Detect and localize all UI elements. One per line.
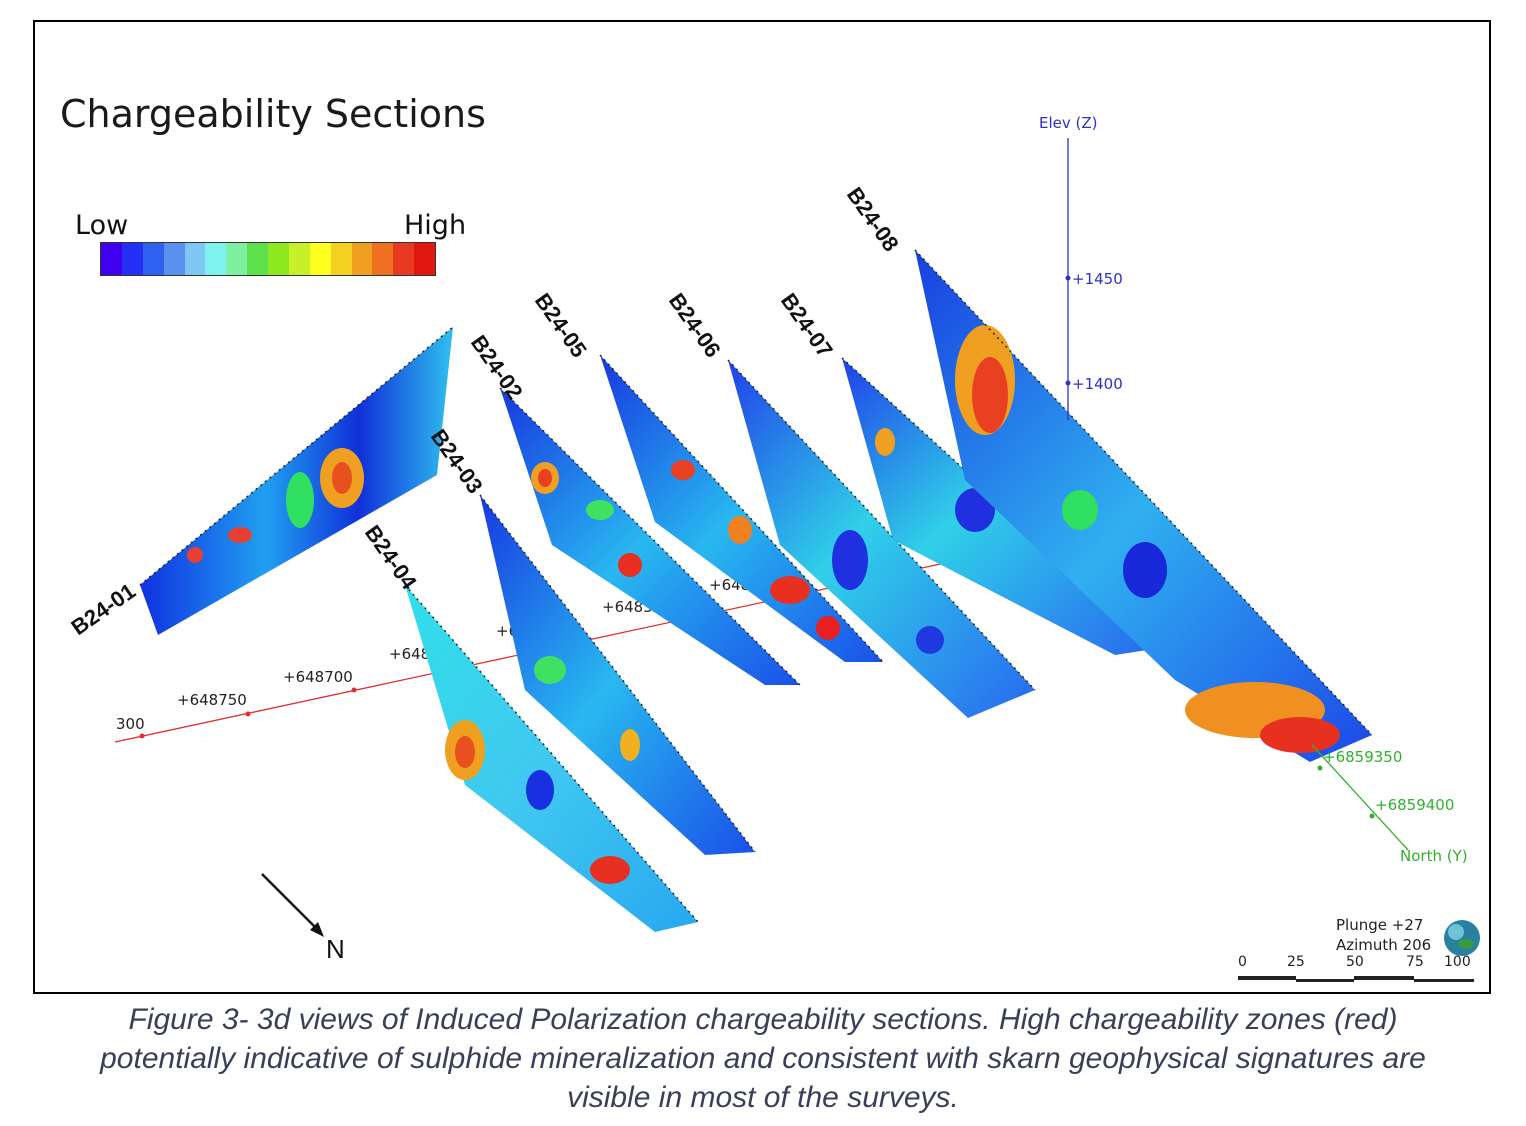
high-anomaly [618, 553, 642, 577]
scale-bar-tick-label: 25 [1287, 954, 1305, 970]
north-arrow-head [310, 922, 324, 937]
section-b24-06-panel [728, 360, 1035, 718]
section-b24-08-panel [915, 250, 1372, 762]
legend-swatch [393, 243, 415, 275]
north-arrow-label: N [326, 934, 345, 964]
northing-axis-line [1311, 744, 1409, 851]
section-b24-03-panel [480, 495, 755, 855]
section-b24-06-label: B24-06 [664, 289, 726, 362]
north-arrow: N [261, 873, 345, 964]
elevation-axis-title: Elev (Z) [1039, 114, 1098, 132]
high-anomaly [590, 856, 630, 884]
scale-bar-tick-label: 75 [1406, 954, 1424, 970]
legend-swatch [309, 243, 331, 275]
low-anomaly [526, 770, 554, 810]
high-anomaly [816, 616, 840, 640]
scale-bar-segment [1238, 976, 1296, 980]
scale-bar-tick-label: 50 [1346, 954, 1364, 970]
high-anomaly [1260, 717, 1340, 753]
easting-tick-label: +648750 [177, 691, 247, 709]
legend-high-label: High [404, 210, 467, 241]
high-anomaly [875, 428, 895, 456]
northing-axis: +6859350 +6859400 North (Y) [1311, 744, 1468, 865]
legend-swatch [351, 243, 373, 275]
legend-swatch [330, 243, 352, 275]
north-arrow-shaft [261, 873, 319, 931]
easting-tick-label: 300 [116, 715, 145, 733]
mid-anomaly [534, 656, 566, 684]
legend-swatch [121, 243, 143, 275]
elevation-axis: Elev (Z) +1450 +1400 [1039, 114, 1123, 420]
northing-tick [1317, 765, 1323, 771]
section-b24-08-label: B24-08 [842, 183, 904, 256]
chargeability-color-legend [100, 242, 436, 276]
legend-swatch [101, 243, 122, 275]
figure-title: Chargeability Sections [60, 92, 486, 136]
elevation-tick [1065, 275, 1071, 281]
section-b24-01-surface [139, 326, 454, 586]
easting-tick [351, 687, 357, 693]
easting-tick [139, 733, 145, 739]
mid-anomaly [286, 472, 314, 528]
scale-bar-labels: 0 25 50 75 100 [1232, 954, 1482, 974]
legend-swatch [414, 243, 435, 275]
high-anomaly [228, 527, 252, 543]
legend-swatch [226, 243, 248, 275]
elevation-tick-label: +1450 [1072, 270, 1123, 288]
section-b24-04-panel [405, 585, 698, 932]
scale-bar [1238, 976, 1474, 982]
high-anomaly [538, 469, 552, 487]
scale-bar-tick-label: 100 [1444, 954, 1471, 970]
high-anomaly [770, 576, 810, 604]
high-anomaly [455, 736, 475, 768]
azimuth-readout: Azimuth 206 [1336, 936, 1432, 954]
easting-tick-label: +648 [389, 645, 430, 663]
scale-bar-segment [1414, 979, 1474, 982]
easting-tick [245, 711, 251, 717]
scale-bar-segment [1296, 979, 1354, 982]
view-info: Plunge +27 Azimuth 206 [1336, 915, 1431, 955]
section-b24-02-label: B24-02 [466, 331, 528, 404]
high-anomaly [728, 516, 752, 544]
legend-swatch [163, 243, 185, 275]
legend-swatch [288, 243, 310, 275]
orientation-globe-icon [1444, 920, 1480, 956]
legend-swatch [142, 243, 164, 275]
northing-tick-label: +6859400 [1375, 796, 1454, 814]
mid-anomaly [1062, 490, 1098, 530]
legend-swatch [268, 243, 289, 275]
plunge-readout: Plunge +27 [1336, 916, 1424, 934]
legend-swatch [247, 243, 268, 275]
section-b24-01: B24-01 [67, 326, 454, 640]
legend-swatch [372, 243, 394, 275]
legend-low-label: Low [75, 210, 129, 241]
figure-caption: Figure 3- 3d views of Induced Polarizati… [100, 1003, 1426, 1114]
low-anomaly [1123, 542, 1167, 598]
section-b24-04-label: B24-04 [360, 521, 422, 595]
low-anomaly [916, 626, 944, 654]
low-anomaly [832, 530, 868, 590]
high-anomaly [332, 462, 352, 494]
section-b24-02-surface [499, 387, 801, 686]
section-b24-07-label: B24-07 [776, 289, 838, 362]
elevation-tick [1065, 380, 1071, 386]
northing-tick-label: +6859350 [1323, 748, 1402, 766]
section-b24-04-surface [404, 584, 699, 923]
section-b24-01-label: B24-01 [67, 578, 140, 640]
northing-axis-title: North (Y) [1400, 847, 1468, 865]
scale-bar-segment [1354, 976, 1414, 980]
legend-swatch [205, 243, 227, 275]
high-anomaly [620, 729, 640, 761]
section-b24-05-label: B24-05 [530, 289, 592, 362]
mid-anomaly [586, 500, 614, 520]
easting-tick-label: +648700 [283, 668, 353, 686]
legend-swatch [184, 243, 206, 275]
scale-bar-tick-label: 0 [1238, 954, 1247, 970]
high-anomaly [187, 547, 203, 563]
high-anomaly [671, 460, 695, 480]
elevation-tick-label: +1400 [1072, 375, 1123, 393]
northing-tick [1369, 813, 1375, 819]
high-anomaly [972, 357, 1008, 433]
